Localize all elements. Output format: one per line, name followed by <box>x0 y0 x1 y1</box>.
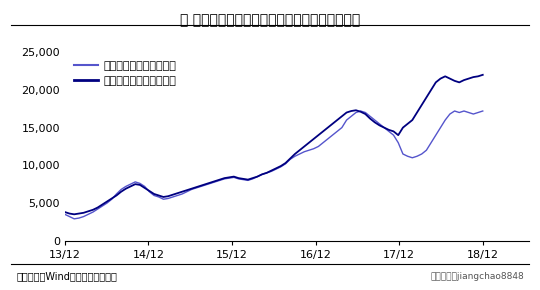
Text: 图 外资持有中国股票和债券金额（亿元人民币）: 图 外资持有中国股票和债券金额（亿元人民币） <box>180 13 360 27</box>
Legend: 境外机构和个人持有股票, 境外机构和个人持有债券: 境外机构和个人持有股票, 境外机构和个人持有债券 <box>70 58 180 89</box>
Text: 资料来源：Wind，海通证券研究所: 资料来源：Wind，海通证券研究所 <box>16 271 117 281</box>
Text: 一微信号：jiangchao8848: 一微信号：jiangchao8848 <box>430 271 524 281</box>
